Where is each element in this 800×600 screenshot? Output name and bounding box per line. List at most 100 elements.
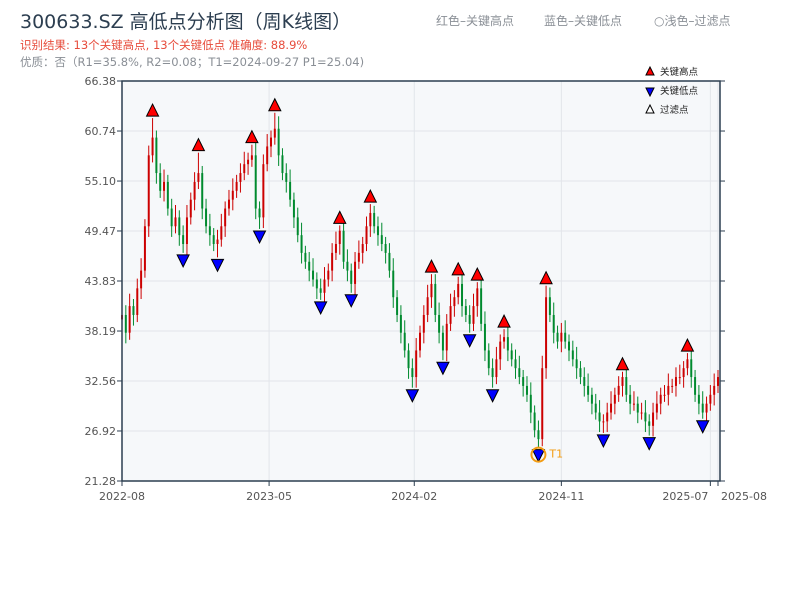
- candle-body: [426, 297, 429, 315]
- candle-body: [239, 173, 242, 182]
- candle-body: [300, 235, 303, 253]
- candle-body: [655, 403, 658, 413]
- candle-body: [250, 155, 253, 160]
- candle-body: [399, 314, 402, 333]
- key-high-marker: [363, 188, 378, 203]
- chart-title: 300633.SZ 高低点分析图（周K线图）: [20, 11, 352, 33]
- candle-body: [583, 377, 586, 386]
- candle-body: [625, 377, 628, 395]
- candle-body: [671, 385, 674, 387]
- key-low-marker: [642, 437, 657, 451]
- candle-body: [270, 137, 272, 147]
- candle-body: [128, 306, 131, 333]
- candle-body: [652, 412, 655, 426]
- candle-body: [247, 159, 250, 165]
- candle-body: [369, 212, 372, 227]
- candle-body: [461, 283, 464, 307]
- candle-body: [273, 128, 276, 138]
- candle-body: [667, 385, 670, 395]
- candle-body: [205, 208, 208, 227]
- candle-body: [415, 350, 418, 378]
- legend-label: 关键低点: [660, 85, 699, 97]
- candle-body: [594, 403, 597, 413]
- candle-body: [166, 181, 169, 209]
- candle-body: [296, 217, 299, 236]
- candle-body: [331, 252, 334, 271]
- candle-body: [208, 226, 211, 236]
- candle-body: [388, 252, 391, 271]
- candle-body: [193, 181, 196, 200]
- key-low-marker: [462, 334, 477, 348]
- candle-body: [529, 394, 532, 413]
- candle-body: [262, 164, 265, 218]
- candle-body: [491, 368, 494, 378]
- candle-body: [342, 230, 345, 262]
- y-tick-label: 55.10: [85, 175, 117, 188]
- candle-body: [220, 226, 223, 240]
- candle-body: [457, 283, 460, 298]
- candle-body: [525, 385, 528, 395]
- key-high-marker: [615, 356, 630, 371]
- candle-body: [258, 208, 261, 218]
- candle-body: [124, 314, 127, 333]
- candle-body: [285, 173, 288, 182]
- candle-body: [312, 270, 315, 280]
- candle-body: [606, 412, 609, 422]
- key-high-marker: [245, 129, 259, 144]
- candle-body: [682, 368, 685, 378]
- key-low-marker: [252, 230, 267, 245]
- candle-body: [518, 368, 521, 378]
- candle-body: [430, 283, 433, 298]
- result-summary: 识别结果: 13个关键高点, 13个关键低点 准确度: 88.9%: [20, 38, 308, 52]
- key-high-marker: [268, 97, 282, 112]
- candle-body: [713, 385, 716, 395]
- candle-body: [392, 270, 395, 298]
- candle-body: [346, 261, 349, 271]
- key-low-marker: [531, 449, 546, 463]
- y-tick-label: 26.92: [85, 425, 117, 438]
- key-high-marker: [424, 259, 439, 273]
- quality-summary: 优质：否（R1=35.8%, R2=0.08；T1=2024-09-27 P1=…: [20, 55, 365, 69]
- candle-body: [453, 297, 456, 307]
- candle-body: [705, 403, 708, 413]
- candle-body: [659, 394, 662, 404]
- candle-body: [694, 377, 697, 395]
- candle-body: [499, 341, 502, 360]
- y-tick-label: 49.47: [85, 225, 117, 238]
- candle-body: [636, 403, 639, 413]
- legend-label: 关键高点: [660, 66, 699, 78]
- x-tick-label: 2025-07: [662, 490, 708, 503]
- key-low-marker: [313, 301, 328, 316]
- candle-body: [709, 394, 712, 404]
- key-low-marker: [695, 420, 710, 434]
- candle-body: [185, 217, 188, 245]
- candle-body: [334, 244, 337, 253]
- key-high-marker: [332, 210, 347, 224]
- x-tick-label: 2024-02: [391, 490, 437, 503]
- candle-body: [151, 137, 154, 156]
- candle-body: [564, 332, 567, 342]
- candle-body: [407, 350, 410, 369]
- key-high-marker: [539, 270, 553, 285]
- candle-body: [132, 306, 135, 315]
- candle-body: [610, 403, 613, 413]
- candle-body: [357, 252, 360, 262]
- candle-body: [533, 412, 536, 431]
- x-tick-label: 2025-08: [721, 490, 767, 503]
- candle-body: [419, 332, 421, 351]
- candle-body: [632, 403, 635, 405]
- candle-body: [235, 181, 238, 191]
- candle-body: [602, 421, 605, 423]
- candle-body: [338, 230, 341, 245]
- candle-body: [598, 412, 601, 422]
- candle-body: [319, 288, 322, 293]
- candle-body: [445, 323, 448, 351]
- x-tick-label: 2022-08: [99, 490, 145, 503]
- t1-label: T1: [548, 448, 563, 461]
- header-legend-red: 红色–关键高点: [436, 14, 515, 28]
- candle-body: [354, 261, 357, 284]
- candle-body: [438, 314, 441, 333]
- candle-body: [464, 306, 467, 315]
